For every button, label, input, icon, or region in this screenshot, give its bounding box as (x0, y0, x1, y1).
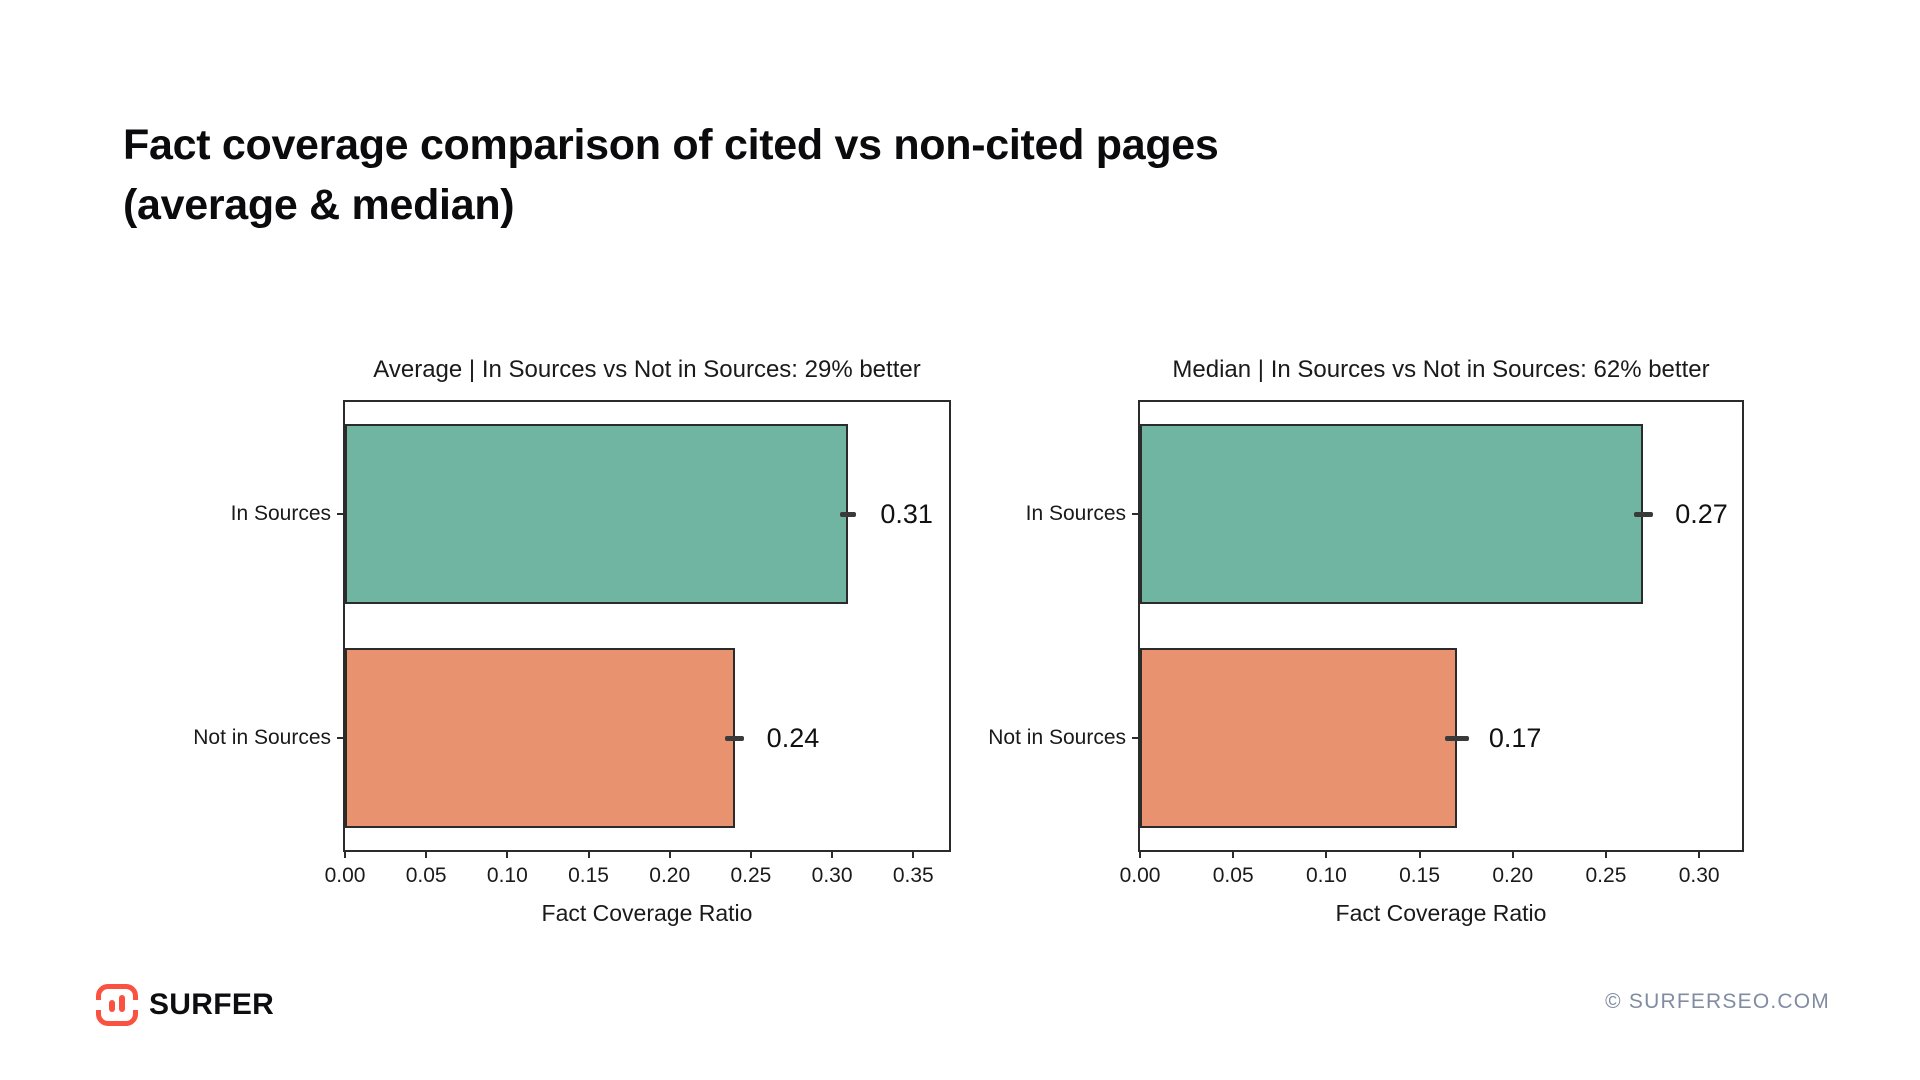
x-tick-mark-average-5 (749, 850, 752, 858)
value-label-average-0: 0.31 (880, 498, 933, 529)
chart-median-title: Median | In Sources vs Not in Sources: 6… (1172, 356, 1710, 383)
value-label-median-1: 0.17 (1488, 722, 1542, 753)
x-tick-label-average-5: 0.25 (730, 864, 772, 887)
x-tick-label-median-2: 0.10 (1305, 864, 1347, 887)
logo-notch-left (95, 1000, 102, 1010)
x-tick-label-average-1: 0.05 (405, 864, 447, 887)
category-label-average-1: Not in Sources (193, 726, 331, 749)
x-tick-label-median-6: 0.30 (1678, 864, 1720, 887)
value-label-average-1: 0.24 (766, 722, 820, 753)
x-tick-label-average-4: 0.20 (649, 864, 691, 887)
x-tick-mark-median-1 (1232, 850, 1235, 858)
surfer-logo: SURFER (95, 984, 275, 1026)
surfer-logo-icon (95, 984, 139, 1026)
x-tick-label-average-2: 0.10 (486, 864, 528, 887)
error-bar-average-0 (840, 511, 857, 517)
x-axis-label-median: Fact Coverage Ratio (1335, 900, 1547, 926)
y-tick-mark-median-0 (1132, 513, 1140, 515)
category-label-median-1: Not in Sources (988, 726, 1126, 749)
value-label-median-0: 0.27 (1675, 498, 1728, 529)
x-tick-mark-median-0 (1139, 850, 1141, 858)
bar-median-not-in-sources (1140, 648, 1457, 828)
x-tick-label-median-5: 0.25 (1585, 864, 1627, 887)
logo-bar-short (109, 1000, 115, 1012)
category-label-average-0: In Sources (230, 502, 331, 525)
x-axis-label-average: Fact Coverage Ratio (541, 900, 753, 926)
x-tick-mark-median-4 (1511, 850, 1514, 858)
page-title: Fact coverage comparison of cited vs non… (123, 115, 1219, 235)
x-tick-label-median-1: 0.05 (1212, 864, 1254, 887)
chart-average-plot-area: Average | In Sources vs Not in Sources: … (193, 356, 951, 926)
y-tick-mark-median-1 (1132, 737, 1140, 739)
chart-median-plot-area: Median | In Sources vs Not in Sources: 6… (988, 356, 1744, 926)
x-tick-mark-median-3 (1418, 850, 1421, 858)
x-tick-label-median-3: 0.15 (1399, 864, 1440, 887)
bar-average-in-sources (345, 424, 849, 604)
error-bar-average-1 (724, 735, 745, 741)
x-tick-label-average-7: 0.35 (892, 864, 934, 887)
x-tick-mark-average-6 (831, 850, 834, 858)
x-tick-mark-median-2 (1325, 850, 1328, 858)
x-tick-label-average-3: 0.15 (568, 864, 609, 887)
y-tick-mark-average-1 (337, 737, 345, 739)
x-tick-mark-median-5 (1604, 850, 1607, 858)
x-tick-mark-average-2 (506, 850, 509, 858)
surfer-logo-text: SURFER (149, 988, 275, 1021)
x-tick-mark-average-7 (912, 850, 915, 858)
x-tick-mark-average-1 (425, 850, 428, 858)
category-label-median-0: In Sources (1025, 502, 1126, 525)
page-title-line2: (average & median) (123, 180, 515, 229)
error-bar-median-0 (1633, 511, 1653, 517)
x-tick-label-average-6: 0.30 (811, 864, 853, 887)
x-tick-label-median-4: 0.20 (1492, 864, 1534, 887)
x-tick-label-average-0: 0.00 (324, 864, 366, 887)
y-tick-mark-average-0 (337, 513, 345, 515)
page-title-line1: Fact coverage comparison of cited vs non… (123, 120, 1219, 169)
x-tick-mark-median-6 (1698, 850, 1701, 858)
error-bar-median-1 (1444, 735, 1469, 741)
x-tick-mark-average-0 (344, 850, 346, 858)
copyright-text: © SURFERSEO.COM (1605, 990, 1830, 1013)
logo-notch-right (132, 1000, 139, 1010)
bar-median-in-sources (1140, 424, 1644, 604)
x-tick-label-median-0: 0.00 (1119, 864, 1161, 887)
bar-average-not-in-sources (345, 648, 735, 828)
logo-bar-tall (119, 995, 125, 1012)
chart-average-title: Average | In Sources vs Not in Sources: … (373, 356, 921, 383)
x-tick-mark-average-4 (668, 850, 671, 858)
x-tick-mark-average-3 (587, 850, 590, 858)
